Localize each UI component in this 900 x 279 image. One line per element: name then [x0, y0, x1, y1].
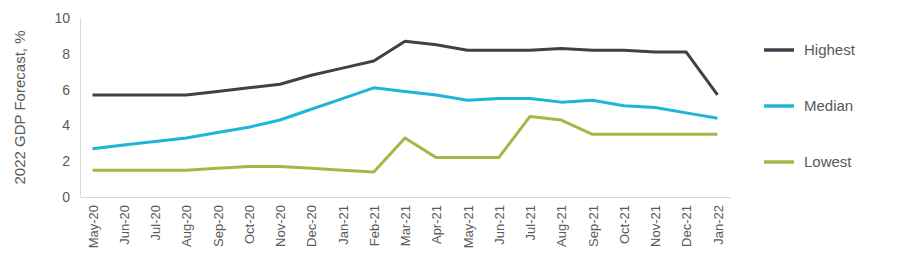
x-tick-label: Sep-21 — [586, 205, 601, 247]
y-tick: 6 — [62, 82, 80, 98]
x-tick-label: Sep-20 — [211, 205, 226, 247]
x-tick: Jun-20 — [117, 197, 132, 245]
x-tick-label: Jul-20 — [148, 205, 163, 240]
x-tick-label: Aug-21 — [554, 205, 569, 247]
x-axis: May-20 Jun-20 Jul-20 Aug-20 Sep-20 Oct-20 Nov-… — [81, 197, 731, 248]
y-tick-label: 6 — [62, 82, 70, 98]
legend-swatch — [764, 160, 794, 164]
y-tick: 4 — [62, 117, 80, 133]
x-tick-label: Oct-20 — [242, 205, 257, 244]
x-tick-label: Jun-21 — [492, 205, 507, 245]
x-tick-label: Jan-21 — [336, 205, 351, 245]
series-line — [93, 116, 718, 171]
x-tick-label: May-20 — [86, 205, 101, 248]
plot: 0 2 4 6 8 10 May-20 Jun-20 Jul-20 Aug-20 Sep-20 Oct… — [54, 10, 730, 248]
x-tick-label: Nov-21 — [648, 205, 663, 247]
legend-item: Lowest — [764, 153, 852, 170]
x-axis-line — [81, 197, 731, 198]
y-tick-label: 2 — [62, 153, 70, 169]
chart: 0 2 4 6 8 10 May-20 Jun-20 Jul-20 Aug-20 Sep-20 Oct… — [0, 0, 900, 279]
lines — [93, 41, 718, 172]
x-tick-label: Jan-22 — [711, 205, 726, 245]
x-tick: Apr-21 — [429, 197, 444, 244]
legend-label: Median — [804, 97, 853, 114]
x-tick-label: Jun-20 — [117, 205, 132, 245]
x-tick: Feb-21 — [367, 197, 382, 246]
x-tick: Oct-21 — [617, 197, 632, 244]
x-tick-label: Dec-21 — [679, 205, 694, 247]
y-tick: 0 — [62, 189, 80, 205]
x-tick: Nov-21 — [648, 197, 663, 247]
y-axis-line — [80, 19, 81, 198]
x-tick: Jan-22 — [711, 197, 726, 245]
x-tick-label: Dec-20 — [304, 205, 319, 247]
legend-swatch — [764, 104, 794, 108]
x-tick: Nov-20 — [273, 197, 288, 247]
x-tick: May-20 — [86, 197, 101, 248]
x-tick: Dec-20 — [304, 197, 319, 247]
x-tick: Jan-21 — [336, 197, 351, 245]
y-tick-label: 10 — [54, 10, 70, 26]
y-axis-title: 2022 GDP Forecast, % — [11, 31, 28, 185]
x-tick: Jul-21 — [523, 197, 538, 240]
y-tick: 8 — [62, 46, 80, 62]
x-tick: Mar-21 — [398, 197, 413, 246]
series-line — [93, 41, 718, 95]
x-tick-label: Oct-21 — [617, 205, 632, 244]
x-tick-label: Mar-21 — [398, 205, 413, 246]
x-tick: Jun-21 — [492, 197, 507, 245]
x-tick-label: Nov-20 — [273, 205, 288, 247]
x-tick: May-21 — [461, 197, 476, 248]
x-tick: Aug-21 — [554, 197, 569, 247]
x-tick-label: May-21 — [461, 205, 476, 248]
legend: Highest Median Lowest — [764, 41, 856, 170]
x-tick: Oct-20 — [242, 197, 257, 244]
y-tick: 10 — [54, 10, 80, 26]
x-tick: Sep-21 — [586, 197, 601, 247]
y-tick: 2 — [62, 153, 80, 169]
x-tick: Dec-21 — [679, 197, 694, 247]
x-tick-label: Apr-21 — [429, 205, 444, 244]
y-tick-label: 8 — [62, 46, 70, 62]
legend-label: Highest — [804, 41, 856, 58]
y-axis: 0 2 4 6 8 10 — [54, 10, 80, 205]
x-tick: Sep-20 — [211, 197, 226, 247]
legend-item: Median — [764, 97, 853, 114]
legend-swatch — [764, 48, 794, 52]
y-tick-label: 0 — [62, 189, 70, 205]
y-tick-label: 4 — [62, 117, 70, 133]
x-tick-label: Jul-21 — [523, 205, 538, 240]
x-tick: Jul-20 — [148, 197, 163, 240]
legend-label: Lowest — [804, 153, 852, 170]
x-tick-label: Feb-21 — [367, 205, 382, 246]
x-tick-label: Aug-20 — [179, 205, 194, 247]
legend-item: Highest — [764, 41, 856, 58]
x-tick: Aug-20 — [179, 197, 194, 247]
